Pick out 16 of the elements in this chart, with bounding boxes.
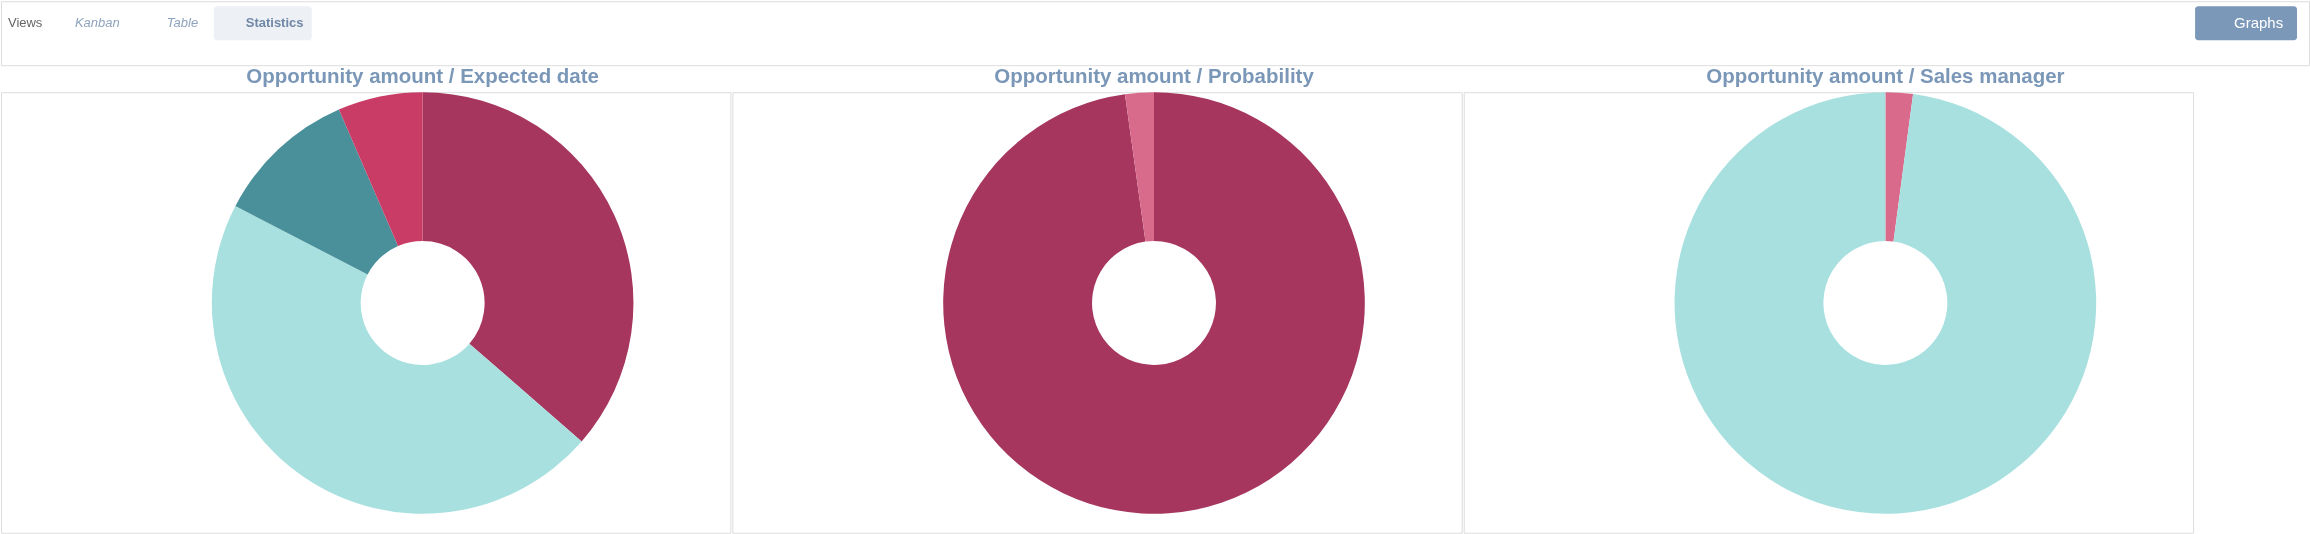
donut-slice <box>422 92 634 442</box>
donut-slice <box>235 109 399 275</box>
chart-title: Opportunity amount / Probability <box>994 63 1315 87</box>
text: Statistics <box>245 15 304 31</box>
donut-slice <box>211 206 582 514</box>
text: Table <box>166 15 199 31</box>
text: Kanban <box>74 15 120 31</box>
donut-slice <box>338 92 423 247</box>
donut-slice <box>1885 92 1914 242</box>
donut-slice <box>943 92 1365 514</box>
donut-slice <box>1124 92 1154 242</box>
text: Graphs <box>2234 14 2284 32</box>
chart-title: Opportunity amount / Sales manager <box>1706 63 2065 87</box>
text: Views <box>7 15 43 31</box>
chart-title: Opportunity amount / Expected date <box>246 63 599 87</box>
donut-slice <box>1674 92 2097 514</box>
